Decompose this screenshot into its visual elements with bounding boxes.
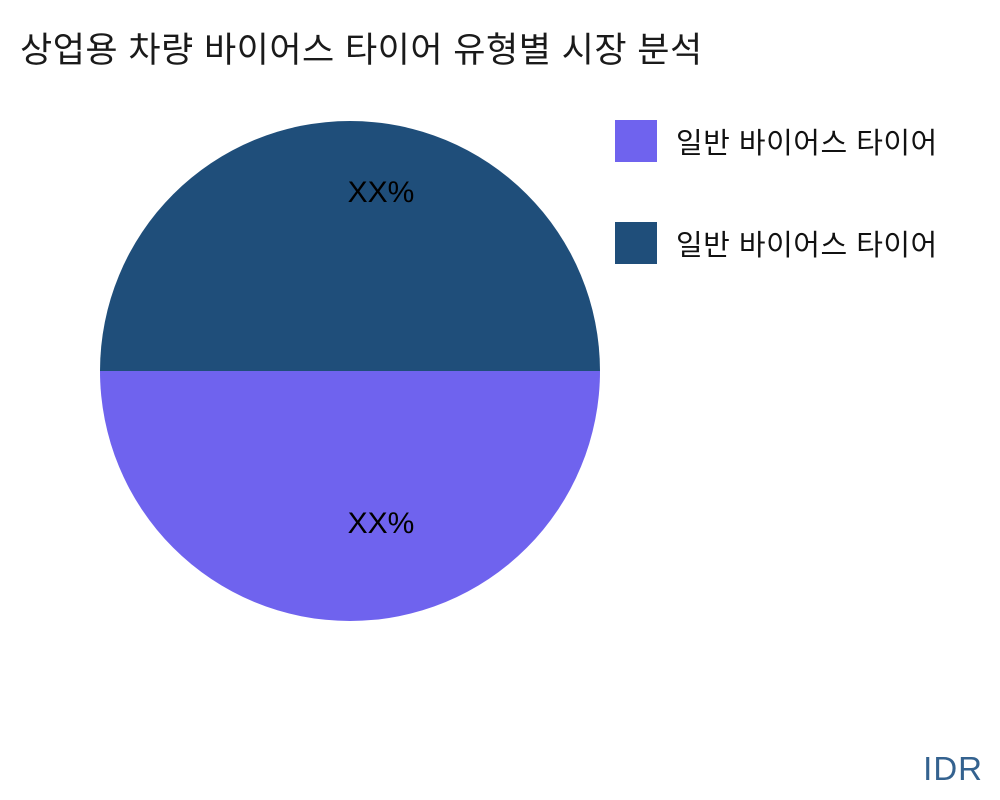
watermark-idr: IDR [923,750,983,787]
legend-item: 일반 바이어스 타이어 [615,222,938,264]
legend-label: 일반 바이어스 타이어 [676,230,938,262]
slice-value-label-top: XX% [347,176,415,209]
pie-slice-bottom [100,371,600,621]
legend-swatch-purple [615,120,657,162]
legend-swatch-darkblue [615,222,657,264]
pie-slice-top [100,121,600,371]
legend-item: 일반 바이어스 타이어 [615,120,938,162]
chart-title: 상업용 차량 바이어스 타이어 유형별 시장 분석 [20,31,703,70]
legend-label: 일반 바이어스 타이어 [676,128,938,160]
pie-chart [100,121,600,621]
slice-value-label-bottom: XX% [347,507,415,540]
legend: 일반 바이어스 타이어 일반 바이어스 타이어 [615,120,938,324]
